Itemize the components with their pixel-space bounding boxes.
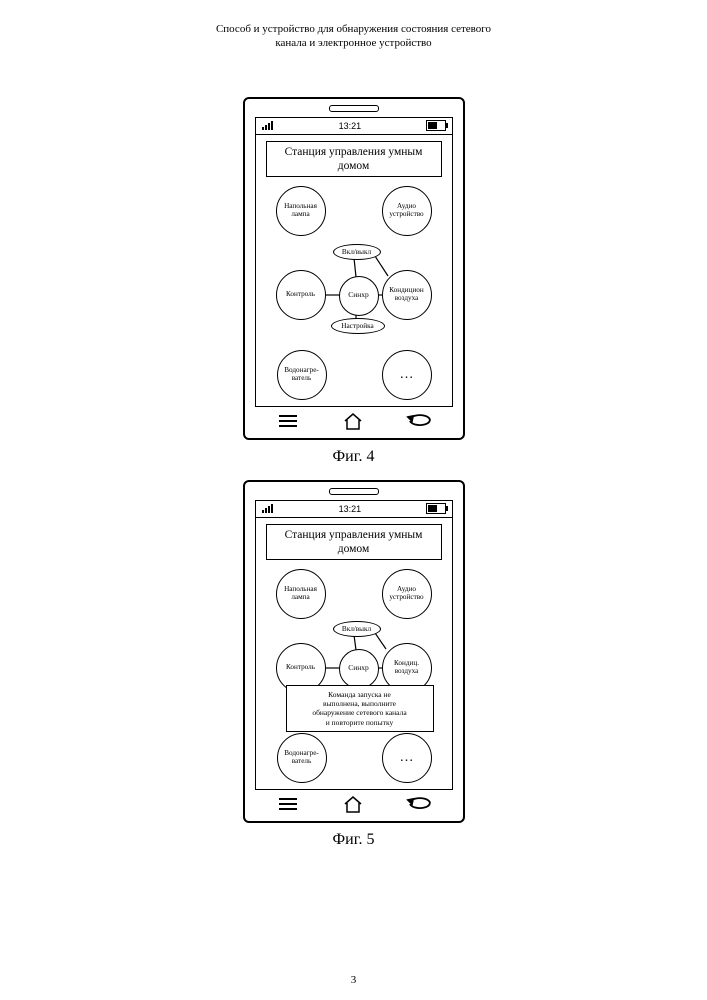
node-ac[interactable]: Кондицион воздуха [382,270,432,320]
error-message-box: Команда запуска не выполнена, выполните … [286,685,434,733]
doc-title-line-1: Способ и устройство для обнаружения сост… [0,22,707,36]
phone-speaker [329,488,379,495]
app-title-l2: домом [338,543,369,555]
app-title: Станция управления умным домом [266,524,442,561]
phone-mockup-fig5: 13:21 Станция управления умным домом Нап… [243,480,465,823]
phone-mockup-fig4: 13:21 Станция управления умным домом Нап… [243,97,465,440]
home-icon[interactable] [333,411,373,431]
battery-icon [426,503,446,514]
phone-screen-fig4: 13:21 Станция управления умным домом Нап… [255,117,453,407]
clock-label: 13:21 [339,121,362,131]
node-control[interactable]: Контроль [276,270,326,320]
node-more[interactable]: … [382,350,432,400]
node-more[interactable]: … [382,733,432,783]
msg-l1: Команда запуска не [328,690,391,699]
home-icon[interactable] [333,794,373,814]
app-title-l1: Станция управления умным [285,146,423,158]
msg-l2: выполнена, выполните [323,699,396,708]
node-heater[interactable]: Водонагре- ватель [277,350,327,400]
status-bar: 13:21 [256,501,452,518]
app-title: Станция управления умным домом [266,141,442,178]
document-header: Способ и устройство для обнаружения сост… [0,0,707,51]
node-audio[interactable]: Аудио устройство [382,186,432,236]
node-audio[interactable]: Аудио устройство [382,569,432,619]
menu-icon[interactable] [268,413,308,429]
bubble-setup[interactable]: Настройка [331,318,385,334]
bubble-onoff[interactable]: Вкл/выкл [333,621,381,637]
phone-screen-fig5: 13:21 Станция управления умным домом Нап… [255,500,453,790]
doc-title-line-2: канала и электронное устройство [0,36,707,50]
node-heater[interactable]: Водонагре- ватель [277,733,327,783]
back-icon[interactable] [399,796,439,812]
menu-icon[interactable] [268,796,308,812]
app-title-l1: Станция управления умным [285,529,423,541]
battery-icon [426,120,446,131]
figure-4-caption: Фиг. 4 [333,448,375,466]
phone-navbar [256,790,452,821]
node-lamp[interactable]: Напольная лампа [276,569,326,619]
node-center-sync[interactable]: Синхр [339,649,379,689]
status-bar: 13:21 [256,118,452,135]
node-center-sync[interactable]: Синхр [339,276,379,316]
phone-navbar [256,407,452,438]
node-lamp[interactable]: Напольная лампа [276,186,326,236]
msg-l3: обнаружение сетевого канала [312,708,406,717]
back-icon[interactable] [399,413,439,429]
diagram-canvas-fig5: Напольная лампа Аудио устройство Контрол… [256,561,452,789]
phone-speaker [329,105,379,112]
msg-l4: и повторите попытку [326,718,394,727]
bubble-onoff[interactable]: Вкл/выкл [333,244,381,260]
page-number: 3 [0,974,707,986]
figure-5-caption: Фиг. 5 [333,831,375,849]
signal-icon [262,121,275,130]
app-title-l2: домом [338,160,369,172]
diagram-canvas-fig4: Напольная лампа Аудио устройство Контрол… [256,178,452,406]
clock-label: 13:21 [339,504,362,514]
signal-icon [262,504,275,513]
